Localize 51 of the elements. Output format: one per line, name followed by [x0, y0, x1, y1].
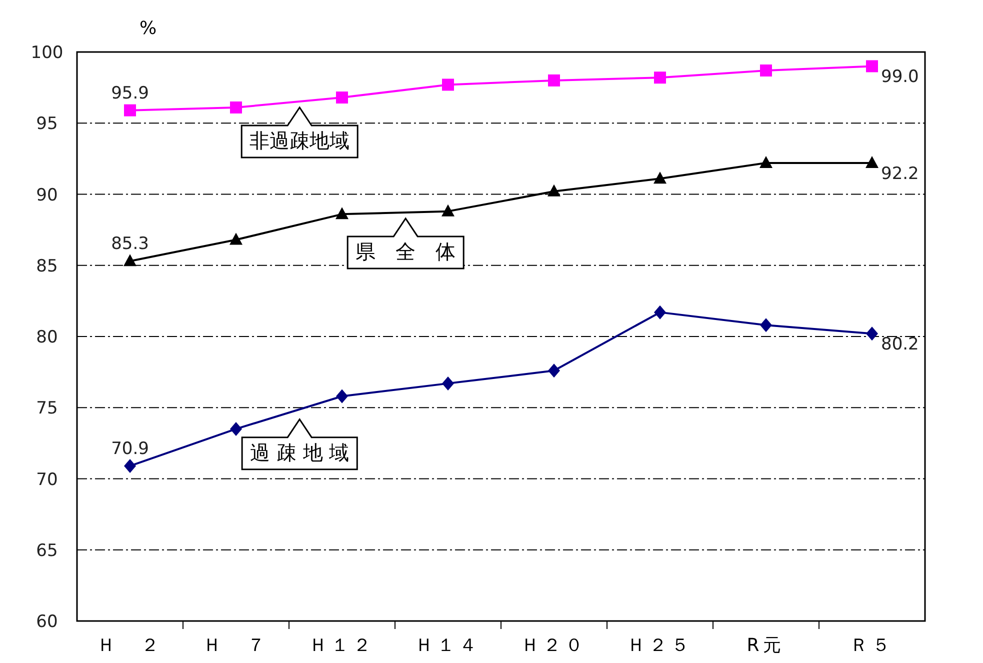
point	[866, 326, 878, 341]
point	[230, 101, 242, 114]
y-tick-label: 75	[36, 398, 58, 419]
x-tick-label: Ｈ１４	[415, 635, 481, 656]
y-tick-label: 65	[36, 540, 58, 561]
point	[548, 184, 560, 196]
y-tick-label: 100	[30, 43, 64, 63]
y-axis-title: %	[139, 18, 157, 39]
point	[124, 254, 136, 266]
y-tick-label: 85	[36, 256, 58, 276]
point	[124, 458, 136, 473]
data-label: 70.9	[111, 438, 149, 459]
x-tick-label: Ｒ５	[850, 635, 894, 656]
x-tick-label: R元	[746, 635, 786, 656]
point	[760, 318, 772, 332]
point	[654, 305, 666, 320]
point	[548, 364, 560, 378]
data-label: 95.9	[111, 83, 149, 104]
x-tick-label: Ｈ１２	[309, 635, 375, 656]
data-label: 85.3	[111, 234, 149, 254]
point	[442, 204, 454, 216]
point	[442, 376, 454, 390]
point	[124, 104, 136, 116]
data-label: 92.2	[881, 164, 919, 184]
point	[548, 74, 560, 86]
y-tick-label: 80	[36, 328, 58, 348]
point	[654, 172, 666, 184]
x-tick-label: Ｈ２０	[521, 635, 587, 656]
y-tick-label: 90	[36, 185, 58, 206]
point	[442, 78, 454, 91]
point	[230, 232, 242, 245]
x-tick-label: Ｈ ２	[97, 635, 163, 656]
series-label: 非過疎地域	[250, 128, 350, 153]
series-label: 過 疎 地 域	[250, 440, 350, 464]
series-label: 県 全 体	[356, 239, 456, 264]
y-tick-label: 70	[36, 470, 58, 490]
point	[866, 156, 878, 168]
y-tick-label: 95	[36, 114, 58, 134]
data-label: 80.2	[881, 334, 919, 355]
point	[336, 389, 348, 404]
point	[760, 64, 772, 76]
point	[230, 422, 242, 436]
x-tick-label: Ｈ ７	[203, 635, 269, 656]
x-tick-label: Ｈ２５	[627, 635, 693, 656]
point	[760, 156, 772, 168]
point	[336, 207, 348, 220]
point	[336, 92, 348, 104]
point	[654, 72, 666, 84]
y-tick-label: 60	[36, 612, 58, 632]
point	[866, 60, 878, 72]
data-label: 99.0	[881, 67, 919, 88]
